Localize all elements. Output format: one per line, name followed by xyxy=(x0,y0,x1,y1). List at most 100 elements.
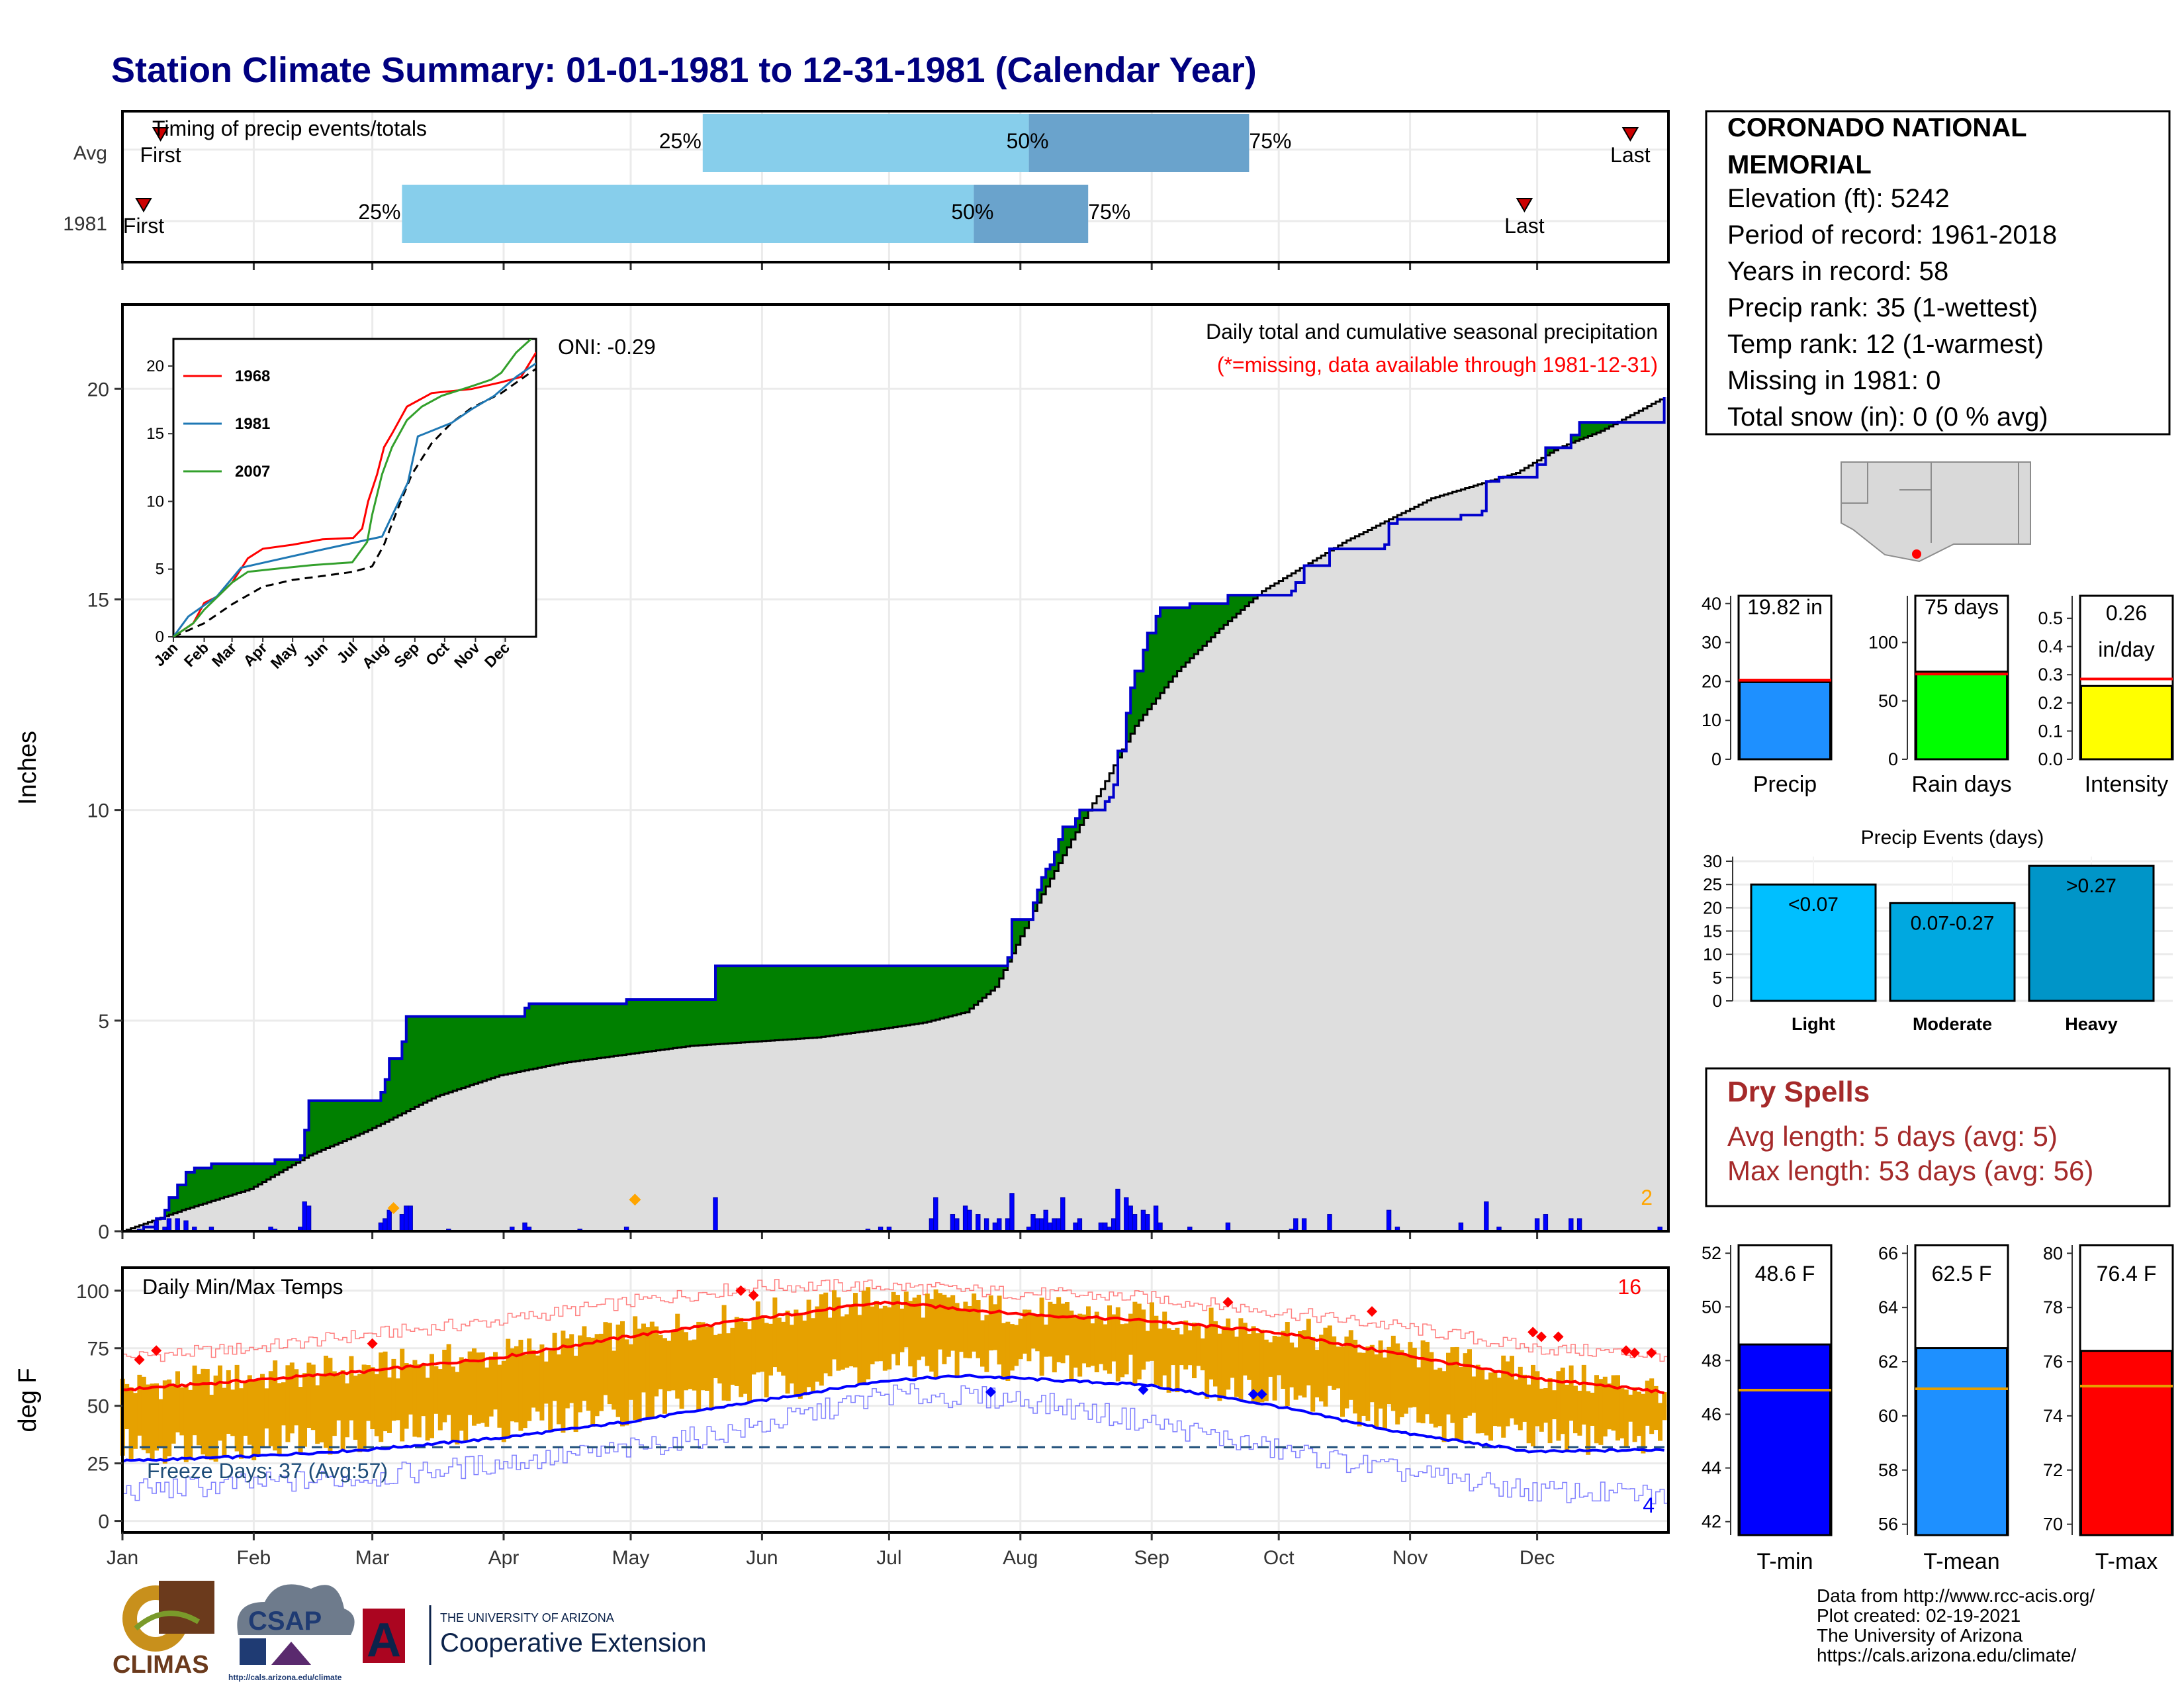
daily-temp-bar xyxy=(277,1383,282,1456)
timing-row-year-label: 1981 xyxy=(63,213,107,235)
summary-y-tick-label: 30 xyxy=(1702,633,1721,653)
daily-temp-bar xyxy=(1387,1346,1392,1405)
daily-temp-bar xyxy=(1183,1320,1189,1370)
daily-temp-bar xyxy=(1390,1335,1396,1411)
daily-temp-bar xyxy=(1484,1379,1489,1436)
daily-temp-bar xyxy=(1441,1371,1447,1442)
daily-temp-bar xyxy=(684,1332,688,1391)
daily-temp-bar xyxy=(1171,1329,1175,1366)
credit-data-source: Data from http://www.rcc-acis.org/ xyxy=(1817,1585,2095,1606)
locator-map xyxy=(1841,461,2033,563)
daily-temp-bar xyxy=(1429,1352,1434,1424)
climas-logo-text: CLIMAS xyxy=(113,1651,209,1679)
daily-temp-bar xyxy=(1408,1342,1413,1408)
temp-summary-value-T-max: 76.4 F xyxy=(2097,1262,2157,1286)
daily-temp-bar xyxy=(967,1306,972,1358)
daily-temp-bar xyxy=(1653,1385,1659,1430)
daily-temp-bar xyxy=(268,1371,273,1446)
daily-temp-bar xyxy=(938,1293,942,1350)
daily-temp-bar xyxy=(1378,1340,1383,1409)
daily-temp-bar xyxy=(1556,1371,1561,1441)
daily-temp-bar xyxy=(1293,1347,1298,1400)
daily-temp-bar xyxy=(1150,1302,1154,1361)
daily-temp-bar xyxy=(310,1364,316,1430)
daily-temp-bar xyxy=(734,1317,739,1386)
daily-temp-bar xyxy=(391,1358,396,1421)
temp-y-tick-label: 100 xyxy=(76,1281,109,1303)
daily-temp-bar xyxy=(1573,1385,1578,1434)
daily-temp-bar xyxy=(264,1388,269,1429)
snow-marker-icon xyxy=(629,1194,641,1206)
daily-precip-bar xyxy=(997,1218,1002,1232)
daily-temp-bar xyxy=(472,1348,477,1426)
daily-temp-bar xyxy=(726,1333,731,1401)
daily-temp-bar xyxy=(273,1360,278,1451)
daily-temp-bar xyxy=(1060,1303,1066,1364)
daily-temp-bar xyxy=(827,1317,833,1377)
daily-temp-bar xyxy=(628,1344,633,1400)
daily-temp-bar xyxy=(1365,1346,1371,1421)
daily-precip-bar xyxy=(713,1197,718,1232)
daily-temp-bar xyxy=(437,1369,443,1430)
temp-chart-title: Daily Min/Max Temps xyxy=(142,1275,343,1299)
daily-temp-bar xyxy=(1581,1364,1586,1425)
daily-temp-bar xyxy=(1242,1323,1248,1376)
daily-temp-bar xyxy=(1658,1403,1662,1441)
daily-temp-bar xyxy=(294,1369,299,1426)
daily-precip-bar xyxy=(1111,1218,1116,1232)
inset-y-tick-label: 0 xyxy=(156,628,164,646)
daily-temp-bar xyxy=(645,1327,651,1420)
daily-temp-bar xyxy=(730,1327,735,1385)
month-label-Apr: Apr xyxy=(488,1547,520,1569)
timing-first-label: First xyxy=(123,214,164,238)
summary-y-tick-label: 0.4 xyxy=(2038,637,2063,657)
record-high-marker-icon xyxy=(1222,1297,1234,1308)
daily-temp-bar xyxy=(1099,1318,1104,1364)
daily-temp-bar xyxy=(603,1322,608,1395)
csap-url-text: http://cals.arizona.edu/climate xyxy=(228,1673,342,1682)
daily-temp-bar xyxy=(430,1354,434,1438)
daily-precip-bar xyxy=(1301,1218,1307,1232)
daily-temp-bar xyxy=(713,1335,718,1378)
daily-temp-bar xyxy=(374,1374,379,1436)
daily-temp-bar xyxy=(230,1389,236,1436)
station-temp-rank: Temp rank: 12 (1-warmest) xyxy=(1727,330,2044,359)
csap-cloud-icon xyxy=(237,1584,355,1635)
intensity-value-label: 0.26 xyxy=(2106,601,2147,625)
daily-temp-bar xyxy=(1399,1350,1404,1417)
daily-temp-bar xyxy=(721,1305,727,1401)
daily-temp-bar xyxy=(289,1362,295,1434)
temp-summary-bars: 42 44 46 48 50 52 48.6 F T-min 56 58 60 62 64 66 62.5 … xyxy=(1702,1243,2174,1574)
daily-temp-bar xyxy=(633,1316,638,1421)
record-high-marker-icon xyxy=(1621,1345,1631,1356)
daily-temp-bar xyxy=(942,1294,947,1364)
month-label-Oct: Oct xyxy=(1263,1547,1295,1569)
events-category-Moderate: Moderate xyxy=(1913,1014,1992,1034)
daily-temp-bar xyxy=(1247,1333,1252,1380)
record-high-marker-icon xyxy=(1553,1331,1564,1342)
daily-temp-bar xyxy=(1577,1390,1582,1436)
daily-temp-bar xyxy=(501,1360,506,1442)
temp-summary-category-T-mean: T-mean xyxy=(1923,1549,1999,1574)
daily-temp-bar xyxy=(395,1378,400,1421)
credit-url: https://cals.arizona.edu/climate/ xyxy=(1817,1645,2076,1665)
daily-temp-bar xyxy=(1637,1391,1641,1436)
daily-precip-bar xyxy=(1060,1197,1066,1232)
daily-temp-bar xyxy=(357,1374,363,1452)
temp-summary-y-tick-label: 44 xyxy=(1702,1458,1721,1478)
daily-temp-bar xyxy=(1348,1330,1353,1400)
daily-temp-bar xyxy=(908,1301,913,1367)
daily-temp-bar xyxy=(946,1297,951,1357)
events-bar-Moderate xyxy=(1889,902,2016,1002)
daily-precip-bar xyxy=(950,1214,956,1232)
daily-temp-bar xyxy=(899,1308,905,1352)
station-missing: Missing in 1981: 0 xyxy=(1727,366,1940,395)
daily-temp-bar xyxy=(459,1357,464,1431)
daily-temp-bar xyxy=(599,1333,604,1411)
daily-precip-bar xyxy=(1005,1218,1011,1232)
avg-max-line xyxy=(122,1300,1664,1395)
daily-temp-bar xyxy=(1404,1354,1408,1414)
summary-y-tick-label: 20 xyxy=(1702,671,1721,691)
daily-temp-bar xyxy=(679,1329,684,1409)
